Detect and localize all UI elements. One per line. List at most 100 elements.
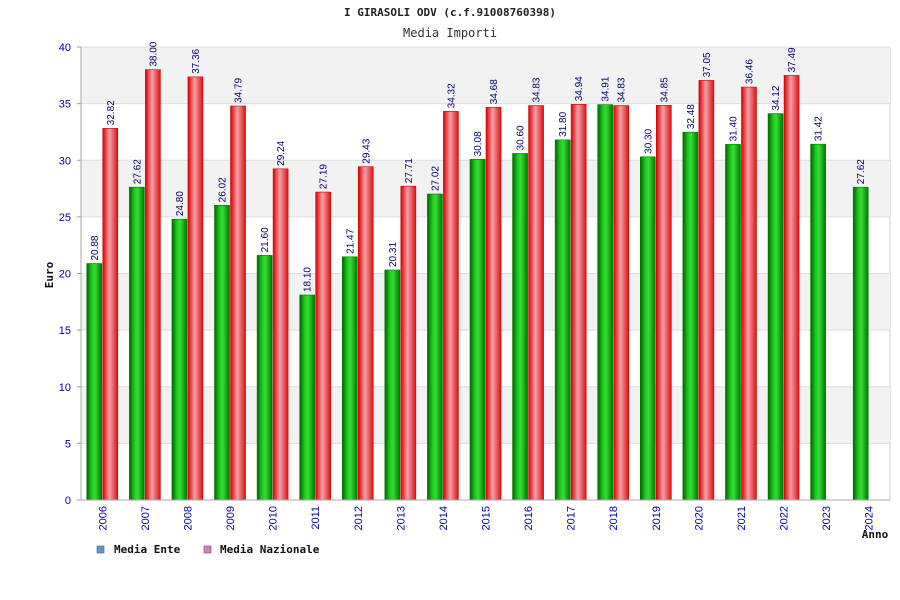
- data-label: 27.62: [856, 159, 867, 184]
- y-tick-label: 30: [59, 155, 71, 167]
- data-label: 30.08: [473, 131, 484, 156]
- x-axis-label: Anno: [862, 528, 889, 541]
- bar-media-ente: [767, 113, 784, 501]
- data-label: 34.79: [234, 78, 245, 103]
- bar-media-nazionale: [272, 168, 289, 501]
- y-tick-label: 20: [59, 269, 71, 281]
- legend-item-media-ente: Media Ente: [96, 543, 181, 556]
- bar-media-ente: [171, 218, 188, 501]
- x-tick-label: 2014: [438, 506, 450, 530]
- data-label: 30.30: [643, 128, 654, 153]
- bar-media-ente: [725, 144, 741, 501]
- bar-media-ente: [512, 153, 528, 501]
- bar-media-nazionale: [783, 75, 800, 501]
- data-label: 21.47: [345, 228, 356, 253]
- x-tick-label: 2017: [566, 506, 578, 530]
- bar-media-nazionale: [528, 105, 544, 501]
- data-label: 36.46: [744, 59, 755, 84]
- legend-swatch: [96, 545, 105, 554]
- data-label: 31.40: [728, 116, 739, 141]
- x-tick-label: 2018: [608, 506, 620, 530]
- bar-media-ente: [427, 193, 443, 501]
- data-label: 32.48: [686, 104, 697, 129]
- bar-media-nazionale: [145, 69, 161, 501]
- bar-media-nazionale: [443, 111, 459, 501]
- x-tick-label: 2006: [97, 506, 109, 530]
- data-label: 27.71: [404, 158, 415, 183]
- bars: [86, 69, 869, 501]
- data-label: 31.80: [558, 111, 569, 136]
- y-tick-label: 5: [65, 438, 71, 450]
- legend: Media Ente Media Nazionale: [96, 543, 320, 556]
- x-tick-label: 2016: [523, 506, 535, 530]
- x-tick-label: 2011: [310, 506, 322, 530]
- y-tick-label: 40: [59, 42, 71, 54]
- data-label: 34.68: [489, 79, 500, 104]
- data-labels: 20.88 32.82 27.62 38.00 24.80 37.36 26.02 34.79…: [90, 41, 867, 292]
- bar-media-nazionale: [230, 105, 246, 501]
- data-label: 34.85: [659, 77, 670, 102]
- x-tick-label: 2022: [779, 506, 791, 530]
- y-tick-label: 0: [65, 495, 71, 507]
- y-axis-label: Euro: [43, 261, 56, 288]
- y-axis-ticks: 0 5 10 15 20 25 30 35 40: [59, 42, 82, 507]
- bar-media-ente: [129, 186, 145, 501]
- data-label: 18.10: [303, 267, 314, 292]
- bar-media-nazionale: [357, 166, 374, 501]
- bar-media-ente: [682, 131, 699, 501]
- bar-media-ente: [256, 255, 273, 501]
- data-label: 24.80: [175, 191, 186, 216]
- y-tick-label: 25: [59, 212, 71, 224]
- legend-item-media-nazionale: Media Nazionale: [203, 543, 320, 556]
- x-tick-label: 2020: [693, 506, 705, 530]
- data-label: 34.83: [532, 77, 543, 102]
- bar-media-ente: [86, 263, 103, 501]
- legend-label: Media Ente: [114, 543, 181, 556]
- bar-media-ente: [341, 256, 358, 501]
- bar-media-nazionale: [613, 105, 630, 501]
- data-label: 38.00: [148, 41, 159, 66]
- bar-media-ente: [384, 269, 401, 501]
- bar-media-ente: [852, 186, 869, 501]
- data-label: 37.49: [787, 47, 798, 72]
- chart-subtitle: Media Importi: [403, 26, 497, 40]
- data-label: 21.60: [260, 227, 271, 252]
- x-tick-label: 2010: [268, 506, 280, 530]
- data-label: 34.83: [617, 77, 628, 102]
- data-label: 27.02: [430, 166, 441, 191]
- legend-label: Media Nazionale: [220, 543, 320, 556]
- y-tick-label: 35: [59, 99, 71, 111]
- bar-media-ente: [554, 139, 571, 501]
- bar-media-ente: [597, 104, 614, 501]
- bar-media-ente: [299, 294, 315, 501]
- x-tick-label: 2019: [651, 506, 663, 530]
- x-tick-label: 2007: [140, 506, 152, 530]
- bar-media-nazionale: [400, 185, 417, 501]
- data-label: 32.82: [106, 100, 117, 125]
- data-label: 34.12: [771, 85, 782, 110]
- bar-media-ente: [469, 159, 486, 501]
- y-tick-label: 10: [59, 382, 71, 394]
- x-tick-label: 2015: [481, 506, 493, 530]
- x-tick-label: 2024: [864, 506, 876, 530]
- data-label: 34.91: [601, 76, 612, 101]
- bar-media-nazionale: [741, 86, 757, 501]
- bar-media-nazionale: [187, 76, 204, 501]
- bar-media-ente: [214, 205, 230, 501]
- x-tick-label: 2012: [353, 506, 365, 530]
- x-axis-ticks: 2006 2007 2008 2009 2010 2011 2012 2013 2014 2015…: [81, 499, 890, 530]
- bar-media-nazionale: [315, 191, 331, 501]
- legend-swatch: [203, 545, 212, 554]
- bar-media-nazionale: [698, 80, 715, 501]
- data-label: 34.32: [446, 83, 457, 108]
- x-tick-label: 2008: [182, 506, 194, 530]
- bar-media-nazionale: [102, 128, 119, 501]
- x-tick-label: 2013: [395, 506, 407, 530]
- chart-title: I GIRASOLI ODV (c.f.91008760398): [344, 6, 556, 19]
- bar-media-nazionale: [485, 106, 502, 501]
- data-label: 27.19: [319, 164, 330, 189]
- data-label: 30.60: [516, 125, 527, 150]
- bar-media-ente: [640, 156, 656, 501]
- x-tick-label: 2009: [225, 506, 237, 530]
